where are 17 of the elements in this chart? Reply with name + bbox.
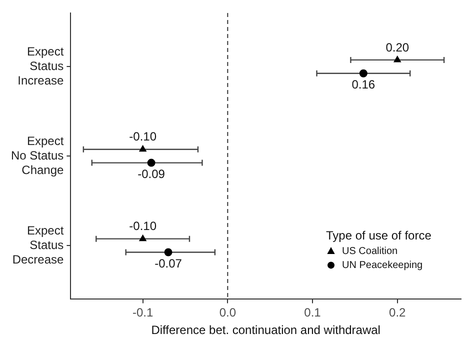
data-label: -0.10 [129, 130, 157, 144]
data-label: 0.16 [352, 78, 376, 92]
y-tick-label: Expect Status Increase [18, 44, 64, 88]
legend-label: UN Peacekeeping [342, 260, 423, 271]
data-label: -0.09 [138, 167, 166, 182]
legend-label: US Coalition [342, 246, 398, 257]
legend-title: Type of use of force [326, 228, 432, 243]
y-tick-label: Expect No Status Change [10, 134, 64, 177]
x-tick-label: -0.1 [132, 306, 154, 320]
x-axis-title: Difference bet. continuation and withdrawal [151, 323, 380, 338]
data-label: -0.07 [154, 256, 182, 271]
x-tick-label: 0.0 [219, 306, 236, 320]
data-label: -0.10 [129, 219, 157, 234]
x-tick-label: 0.1 [304, 306, 322, 320]
data-label: 0.20 [386, 40, 410, 54]
y-tick-label: Expect Status Decrease [12, 223, 64, 266]
x-tick-label: 0.2 [389, 306, 406, 320]
